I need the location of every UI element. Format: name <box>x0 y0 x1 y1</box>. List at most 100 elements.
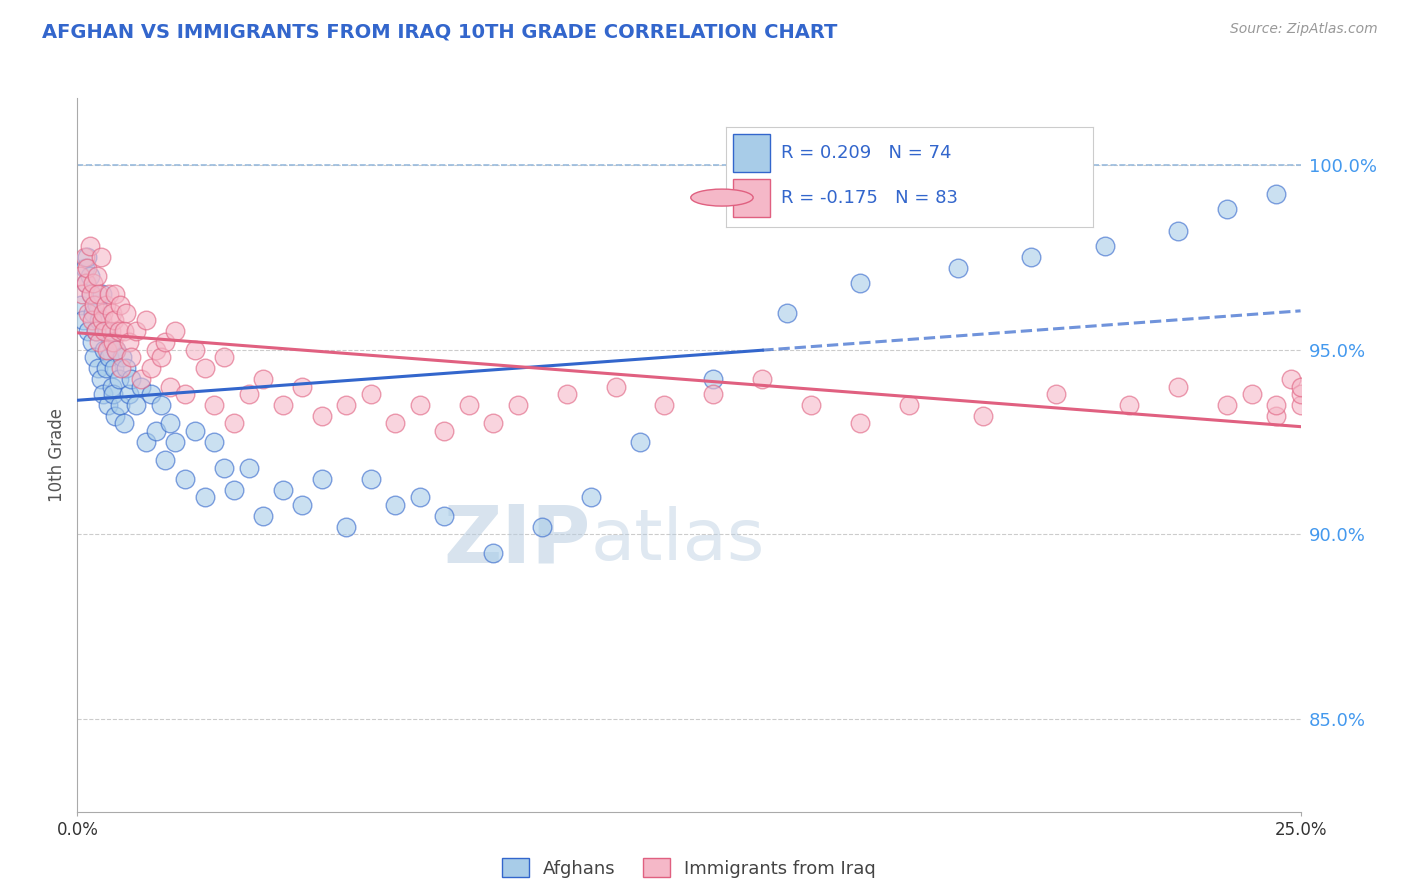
Point <box>90 287 112 301</box>
Text: Source: ZipAtlas.com: Source: ZipAtlas.com <box>1230 22 1378 37</box>
Point <box>605 379 627 393</box>
Point <box>360 472 382 486</box>
Point <box>96 324 118 338</box>
Text: R = 0.209   N = 74: R = 0.209 N = 74 <box>780 144 952 161</box>
Point <box>202 434 225 449</box>
Point <box>972 409 994 423</box>
Point <box>271 483 294 497</box>
Point <box>83 298 105 312</box>
Point <box>98 287 121 301</box>
Point <box>184 424 207 438</box>
Point <box>93 324 115 338</box>
Point <box>409 398 432 412</box>
Point <box>87 287 110 301</box>
Point <box>75 276 97 290</box>
Point <box>1216 202 1239 216</box>
Point <box>84 324 107 338</box>
Point <box>482 417 505 431</box>
Point <box>108 324 131 338</box>
Point <box>90 313 112 327</box>
Point <box>506 398 529 412</box>
Point <box>1289 387 1312 401</box>
Point <box>103 313 125 327</box>
Point <box>70 298 93 312</box>
Point <box>311 472 333 486</box>
Point <box>946 261 969 276</box>
Point <box>129 372 152 386</box>
Point <box>222 417 245 431</box>
Point <box>1045 387 1067 401</box>
Point <box>776 305 799 319</box>
Point <box>145 424 167 438</box>
Point <box>702 387 724 401</box>
Point <box>115 305 138 319</box>
Point <box>118 387 141 401</box>
Point <box>159 417 181 431</box>
Point <box>82 305 104 319</box>
Point <box>87 361 110 376</box>
Point <box>89 313 111 327</box>
Point <box>80 287 103 301</box>
Point <box>1167 379 1189 393</box>
Point <box>898 398 921 412</box>
Point <box>1167 224 1189 238</box>
Point <box>1265 409 1288 423</box>
Point <box>101 387 124 401</box>
Point <box>80 335 103 350</box>
Point <box>118 335 141 350</box>
Point <box>271 398 294 412</box>
Point <box>202 398 225 412</box>
Point <box>1118 398 1140 412</box>
Point <box>174 472 197 486</box>
Point <box>108 372 131 386</box>
Point <box>155 453 177 467</box>
Point <box>86 298 108 312</box>
Point <box>69 268 91 283</box>
Point <box>76 261 98 276</box>
Point <box>112 417 135 431</box>
Point <box>555 387 578 401</box>
Point <box>482 546 505 560</box>
FancyBboxPatch shape <box>733 134 769 171</box>
Point <box>90 372 112 386</box>
Point <box>291 379 314 393</box>
Point <box>83 350 105 364</box>
Point <box>125 398 148 412</box>
Point <box>79 239 101 253</box>
Point <box>751 372 773 386</box>
Point <box>174 387 197 401</box>
Point <box>110 298 132 312</box>
Point <box>112 324 135 338</box>
Point <box>104 287 127 301</box>
Point <box>91 387 114 401</box>
Point <box>433 424 456 438</box>
Point <box>1289 398 1312 412</box>
Point <box>628 434 651 449</box>
Point <box>135 313 157 327</box>
Point <box>1265 398 1288 412</box>
Point <box>72 313 94 327</box>
Point <box>103 361 125 376</box>
Point <box>238 461 260 475</box>
Point <box>115 361 138 376</box>
FancyBboxPatch shape <box>733 178 769 217</box>
Point <box>579 491 602 505</box>
Point <box>433 508 456 523</box>
Point <box>77 324 100 338</box>
Point <box>120 372 142 386</box>
Point <box>125 324 148 338</box>
Point <box>82 276 104 290</box>
Point <box>93 343 115 357</box>
Point <box>409 491 432 505</box>
Point <box>193 491 215 505</box>
Point <box>384 417 406 431</box>
Point <box>311 409 333 423</box>
Point <box>702 372 724 386</box>
Point <box>101 335 124 350</box>
Point <box>1279 372 1302 386</box>
Text: atlas: atlas <box>591 506 765 575</box>
Point <box>145 343 167 357</box>
Point <box>91 305 114 319</box>
Point <box>77 305 100 319</box>
Point <box>1094 239 1116 253</box>
